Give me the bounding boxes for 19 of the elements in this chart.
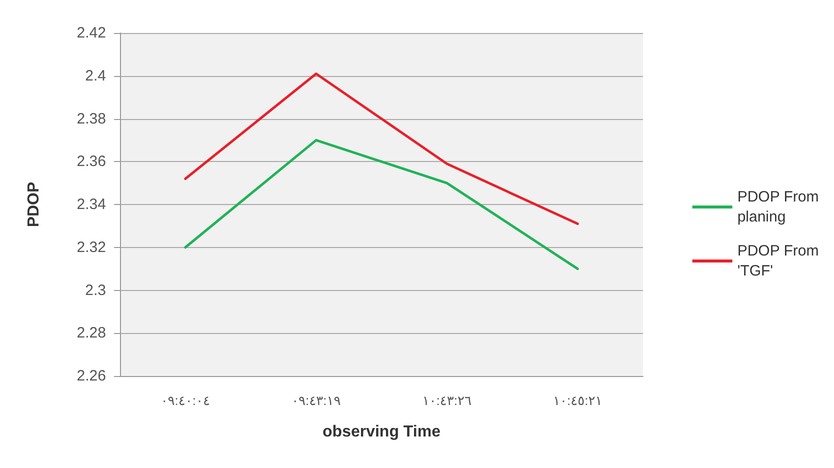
y-tick-label: 2.36 [76,153,106,170]
legend-label: PDOP From planing [737,188,819,226]
x-tick-label: ٠٩:٤٠:٠٤ [160,393,210,408]
x-axis-title: observing Time [322,424,441,440]
x-tick-label: ٠٩:٤٣:١٩ [292,393,341,408]
y-tick-label: 2.32 [76,238,106,256]
y-tick-label: 2.4 [85,67,106,84]
legend-label: PDOP From 'TGF' [737,242,819,280]
y-axis-title: PDOP [26,182,42,228]
y-tick-label: 2.28 [76,324,106,342]
x-tick-label: ١٠:٤٣:٢٦ [422,393,472,408]
y-tick-label: 2.38 [76,110,106,128]
line-series [184,72,579,226]
y-tick-label: 2.42 [76,24,106,42]
y-tick-label: 2.34 [76,196,106,213]
y-tick-label: 2.3 [85,282,106,299]
x-tick-label: ١٠:٤٥:٢١ [553,393,602,408]
y-tick-label: 2.26 [76,368,106,384]
line-series [184,138,579,270]
